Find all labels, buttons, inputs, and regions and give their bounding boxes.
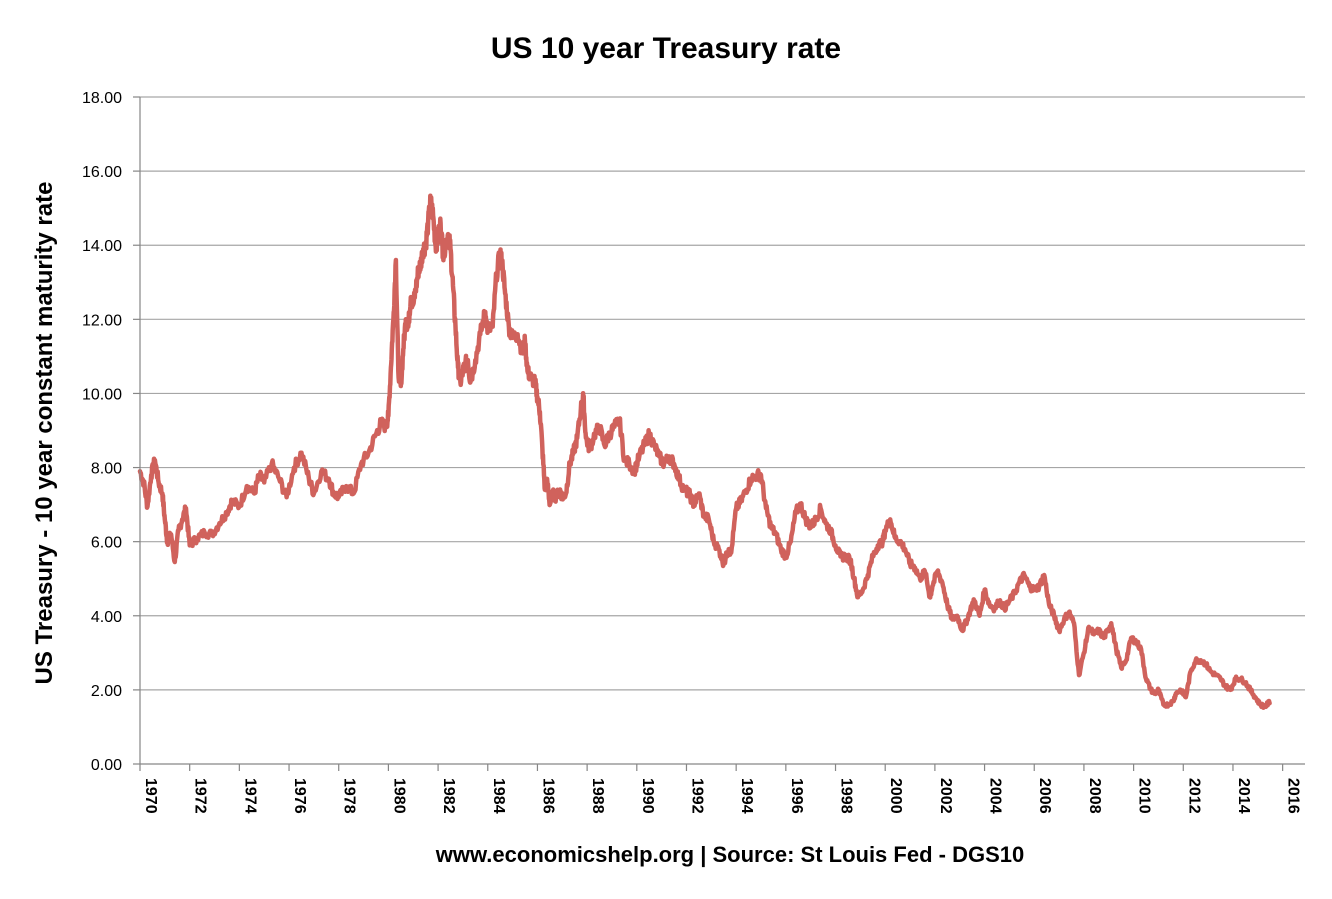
y-tick-labels: 0.00 2.00 4.00 6.00 8.00 10.00 12.00 14.00 16.00… bbox=[82, 90, 122, 774]
y-axis-label: US Treasury - 10 year constant maturity … bbox=[31, 182, 58, 685]
series-line-DGS10 bbox=[137, 193, 1272, 710]
y-tick-label: 18.00 bbox=[82, 90, 122, 107]
x-tick-label: 1980 bbox=[390, 778, 407, 814]
y-tick-label: 2.00 bbox=[91, 683, 122, 700]
x-tick-label: 2002 bbox=[937, 778, 954, 814]
gridlines bbox=[133, 96, 1305, 771]
y-tick-label: 0.00 bbox=[91, 757, 122, 774]
y-tick-label: 10.00 bbox=[82, 386, 122, 403]
y-tick-label: 12.00 bbox=[82, 312, 122, 329]
x-tick-label: 2000 bbox=[887, 778, 904, 814]
x-tick-label: 1982 bbox=[440, 778, 457, 814]
x-tick-label: 1988 bbox=[589, 778, 606, 814]
x-tick-label: 1972 bbox=[192, 778, 209, 814]
x-tick-labels: 1970 1972 1974 1976 1978 1980 1982 1984 1986 1988… bbox=[142, 778, 1302, 814]
x-tick-label: 1994 bbox=[738, 778, 755, 814]
x-tick-label: 2006 bbox=[1036, 778, 1053, 814]
x-tick-label: 1976 bbox=[291, 778, 308, 814]
x-tick-label: 1990 bbox=[639, 778, 656, 814]
x-axis-label: www.economicshelp.org | Source: St Louis… bbox=[435, 842, 1024, 867]
x-tick-label: 1974 bbox=[241, 778, 258, 814]
x-tick-label: 2016 bbox=[1285, 778, 1302, 814]
x-tick-label: 1984 bbox=[490, 778, 507, 814]
x-tick-label: 1978 bbox=[341, 778, 358, 814]
x-tick-label: 2010 bbox=[1136, 778, 1153, 814]
x-tick-label: 2004 bbox=[987, 778, 1004, 814]
x-tick-label: 2014 bbox=[1235, 778, 1252, 814]
x-tick-label: 1986 bbox=[539, 778, 556, 814]
y-tick-label: 8.00 bbox=[91, 461, 122, 478]
x-tick-label: 2008 bbox=[1086, 778, 1103, 814]
y-tick-label: 4.00 bbox=[91, 609, 122, 626]
x-tick-label: 1996 bbox=[788, 778, 805, 814]
y-tick-label: 6.00 bbox=[91, 535, 122, 552]
x-tick-label: 1998 bbox=[838, 778, 855, 814]
y-tick-label: 16.00 bbox=[82, 164, 122, 181]
x-tick-label: 1992 bbox=[688, 778, 705, 814]
chart-title: US 10 year Treasury rate bbox=[491, 32, 841, 65]
series-layer bbox=[137, 193, 1272, 710]
x-tick-label: 2012 bbox=[1185, 778, 1202, 814]
x-tick-label: 1970 bbox=[142, 778, 159, 814]
y-tick-label: 14.00 bbox=[82, 238, 122, 255]
